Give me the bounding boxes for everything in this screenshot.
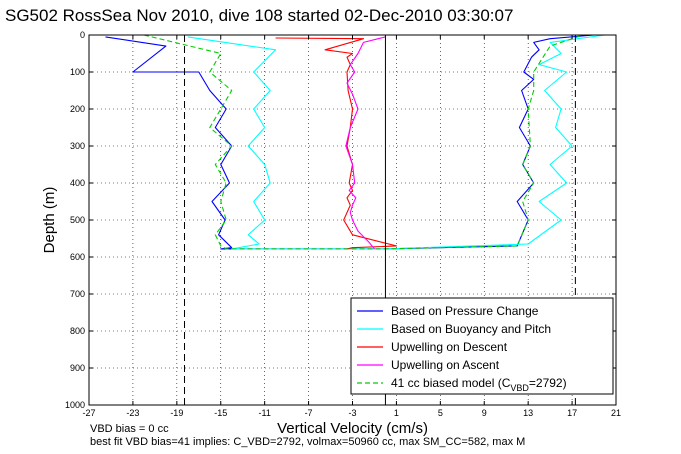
x-axis-label: Vertical Velocity (cm/s) <box>277 420 428 437</box>
series-line-0 <box>105 34 595 250</box>
series-line-4 <box>143 34 584 250</box>
x-tick-label-0: -27 <box>82 408 95 418</box>
y-tick-label-4: 400 <box>70 178 85 188</box>
x-tick-label-5: -7 <box>305 408 313 418</box>
y-tick-label-2: 200 <box>70 104 85 114</box>
x-tick-label-6: -3 <box>348 408 356 418</box>
chart-title: SG502 RossSea Nov 2010, dive 108 started… <box>5 6 513 25</box>
x-tick-label-10: 13 <box>523 408 533 418</box>
y-tick-label-3: 300 <box>70 141 85 151</box>
y-tick-label-7: 700 <box>70 289 85 299</box>
x-tick-label-3: -15 <box>214 408 227 418</box>
legend-label-2: Upwelling on Descent <box>391 340 508 354</box>
x-tick-label-1: -23 <box>126 408 139 418</box>
y-axis-label: Depth (m) <box>41 187 58 254</box>
legend-label-3: Upwelling on Ascent <box>391 358 500 372</box>
y-tick-label-8: 800 <box>70 326 85 336</box>
y-tick-label-9: 900 <box>70 363 85 373</box>
x-tick-label-11: 17 <box>567 408 577 418</box>
legend-label-sub-4: VBD <box>510 383 529 393</box>
legend-label-tail-4: =2792) <box>529 376 567 390</box>
legend-label-1: Based on Buoyancy and Pitch <box>391 322 551 336</box>
legend-label-0: Based on Pressure Change <box>391 304 539 318</box>
x-tick-label-8: 5 <box>438 408 443 418</box>
x-tick-label-9: 9 <box>482 408 487 418</box>
y-tick-label-10: 1000 <box>65 400 85 410</box>
x-tick-label-12: 21 <box>611 408 621 418</box>
y-tick-label-5: 500 <box>70 215 85 225</box>
y-tick-label-1: 100 <box>70 67 85 77</box>
x-tick-label-2: -19 <box>170 408 183 418</box>
x-tick-label-4: -11 <box>258 408 270 418</box>
legend: Based on Pressure Change Based on Buoyanc… <box>350 297 614 395</box>
x-tick-label-7: 1 <box>394 408 399 418</box>
y-tick-label-6: 600 <box>70 252 85 262</box>
y-ticks: 0 100 200 300 400 500 600 700 800 900 1000 <box>65 30 616 410</box>
vbd-bias-note: VBD bias = 0 cc <box>90 423 169 435</box>
x-ticks: -27 -23 -19 -15 -11 -7 -3 1 5 9 13 17 21 <box>82 35 621 418</box>
y-tick-label-0: 0 <box>80 30 85 40</box>
best-fit-note: best fit VBD bias=41 implies: C_VBD=2792… <box>90 436 525 448</box>
series-layer <box>105 34 606 250</box>
series-line-3 <box>345 36 386 250</box>
legend-box <box>350 297 614 395</box>
